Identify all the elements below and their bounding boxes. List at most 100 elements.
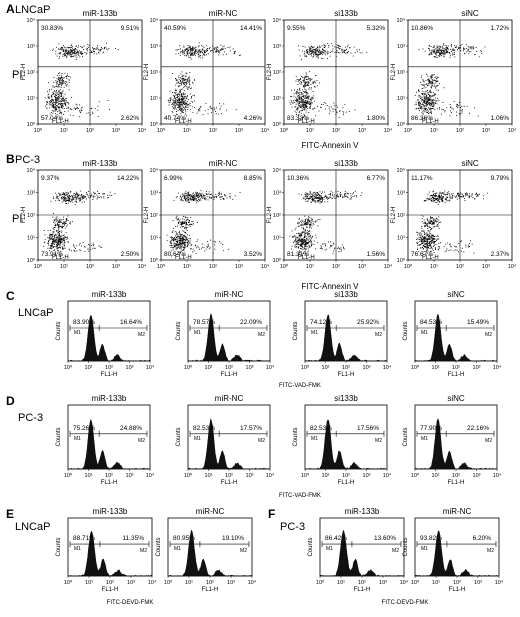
plot-frame <box>167 517 253 577</box>
x-tick-label: 10² <box>342 365 350 371</box>
gate-m2 <box>199 541 250 548</box>
y-tick-label: 10⁰ <box>27 121 36 128</box>
plot-frame <box>187 404 271 470</box>
panel-c-axis-title: FITC-VAD-FMK <box>279 383 321 389</box>
gate-m1-percent: 82.53% <box>193 425 215 432</box>
x-tick-label: 10⁰ <box>157 263 166 270</box>
y-tick-label: 10⁴ <box>273 17 282 24</box>
x-tick-label: 10⁴ <box>508 127 517 134</box>
x-tick-label: 10⁴ <box>148 579 157 586</box>
quadrant-upper-right-percent: 1.72% <box>491 25 510 32</box>
x-tick-label: 10² <box>453 580 461 586</box>
histogram-distribution <box>67 314 151 362</box>
panel-letter: D <box>6 394 15 408</box>
x-tick-label: 10¹ <box>432 580 440 586</box>
x-axis-channel: FL1-H <box>101 480 118 486</box>
x-axis-channel: FL1-H <box>448 480 465 486</box>
gate-m2-percent: 19.10% <box>222 535 244 542</box>
y-tick-label: 10³ <box>273 44 281 50</box>
x-tick-label: 10⁴ <box>248 579 257 586</box>
x-tick-label: 10⁰ <box>404 263 413 270</box>
plot-frame <box>319 517 405 577</box>
x-tick-label: 10³ <box>235 128 243 134</box>
x-tick-label: 10¹ <box>322 473 330 479</box>
gate-m2-percent: 13.60% <box>374 535 396 542</box>
gate-m2-percent: 22.09% <box>240 319 262 326</box>
x-axis-channel: FL1-H <box>448 372 465 378</box>
panel-a-header: A LNCaP <box>6 2 50 16</box>
cell-line-label: PC-3 <box>15 154 40 166</box>
panel-letter: B <box>6 152 15 166</box>
y-tick-label: 10¹ <box>150 236 158 242</box>
gate-m2-label: M2 <box>138 438 145 444</box>
gate-m2-percent: 22.16% <box>467 425 489 432</box>
x-tick-label: 10² <box>86 128 94 134</box>
x-tick-label: 10¹ <box>60 264 68 270</box>
plot-title: si133b <box>334 290 358 299</box>
scatter-points <box>43 190 116 257</box>
x-tick-label: 10² <box>225 473 233 479</box>
plot-title: miR-NC <box>215 290 244 299</box>
plot-title: miR-NC <box>196 507 225 516</box>
quadrant-lower-right-percent: 2.50% <box>121 251 140 258</box>
panel-letter: C <box>6 289 15 303</box>
x-tick-label: 10⁴ <box>495 579 504 586</box>
y-axis-channel: FL2-H <box>267 207 273 224</box>
scatter-points <box>166 190 241 257</box>
gate-m2 <box>446 541 497 548</box>
x-tick-label: 10⁰ <box>157 127 166 134</box>
gate-m1-percent: 77.90% <box>420 425 442 432</box>
x-tick-label: 10⁴ <box>384 127 393 134</box>
gate-m2-percent: 6.20% <box>473 535 492 542</box>
panel-a-dotplot-3: siNC 10.86% 1.72% 86.36% 1.06% 10⁰ 10¹ 10² 10³ 10… <box>391 9 517 134</box>
plot-title: miR-133b <box>83 159 118 168</box>
quadrant-lower-left-percent: 73.91% <box>41 251 63 258</box>
quadrant-lower-left-percent: 83.33% <box>287 115 309 122</box>
quadrant-upper-left-percent: 40.59% <box>164 25 186 32</box>
y-tick-label: 10³ <box>150 191 158 197</box>
cell-line-label: PC-3 <box>18 412 43 424</box>
quadrant-upper-right-percent: 9.51% <box>121 25 140 32</box>
gate-m1-percent: 84.53% <box>420 319 442 326</box>
panel-d-axis-title: FITC-VAD-FMK <box>279 493 321 499</box>
gate-m2-label: M2 <box>375 438 382 444</box>
cell-line-label: PC-3 <box>280 521 305 533</box>
scatter-points <box>289 43 368 119</box>
quadrant-lower-right-percent: 2.37% <box>491 251 510 258</box>
x-tick-label: 10³ <box>482 128 490 134</box>
quadrant-upper-right-percent: 14.22% <box>117 175 139 182</box>
plot-title: miR-133b <box>345 507 380 516</box>
x-tick-label: 10⁰ <box>301 364 310 371</box>
y-tick-label: 10⁰ <box>397 121 406 128</box>
x-axis-channel: FL1-H <box>354 587 371 593</box>
plot-frame <box>67 404 151 470</box>
histogram-distribution <box>187 418 270 470</box>
gate-m2-percent: 16.64% <box>120 319 142 326</box>
x-tick-label: 10³ <box>358 128 366 134</box>
plot-title: siNC <box>461 9 479 18</box>
y-tick-label: 10² <box>397 213 405 219</box>
y-tick-label: 10² <box>273 70 281 76</box>
panel-b-dotplot-2: si133b 10.36% 6.77% 81.31% 1.56% 10⁰ 10¹ 10² 10³… <box>267 159 393 270</box>
y-tick-label: 10¹ <box>150 96 158 102</box>
plot-title: siNC <box>461 159 479 168</box>
x-axis-title: FITC-DEVD-FMK <box>382 600 429 606</box>
quadrant-lower-right-percent: 1.80% <box>367 115 386 122</box>
panel-b-dotplot-0: miR-133b 9.37% 14.22% 73.91% 2.50% 10⁰ 10¹ 10² 1… <box>21 159 147 270</box>
gate-m1-label: M1 <box>74 330 81 336</box>
gate-m2-label: M2 <box>240 548 247 554</box>
scatter-points <box>415 190 489 254</box>
panel-e-histogram-0: miR-133b 88.71% 11.35% M1 M2 10⁰ 10¹ 10² 10³ 10⁴ F… <box>56 507 157 593</box>
gate-m2-percent: 15.49% <box>467 319 489 326</box>
x-tick-label: 10² <box>106 580 114 586</box>
x-axis-channel: FL1-H <box>338 480 355 486</box>
x-tick-label: 10³ <box>112 128 120 134</box>
histogram-distribution <box>168 529 253 577</box>
x-tick-label: 10¹ <box>432 365 440 371</box>
x-tick-label: 10⁰ <box>411 579 420 586</box>
panel-b-dotplot-3: siNC 11.17% 9.79% 76.67% 2.37% 10⁰ 10¹ 10² 10³ 10… <box>391 159 517 270</box>
gate-m2-label: M2 <box>485 438 492 444</box>
gate-m2 <box>219 430 268 437</box>
gate-m2-label: M2 <box>392 548 399 554</box>
panel-b-dotplot-1: miR-NC 6.99% 8.85% 80.64% 3.52% 10⁰ 10¹ 10² 10³ 1… <box>144 159 270 270</box>
